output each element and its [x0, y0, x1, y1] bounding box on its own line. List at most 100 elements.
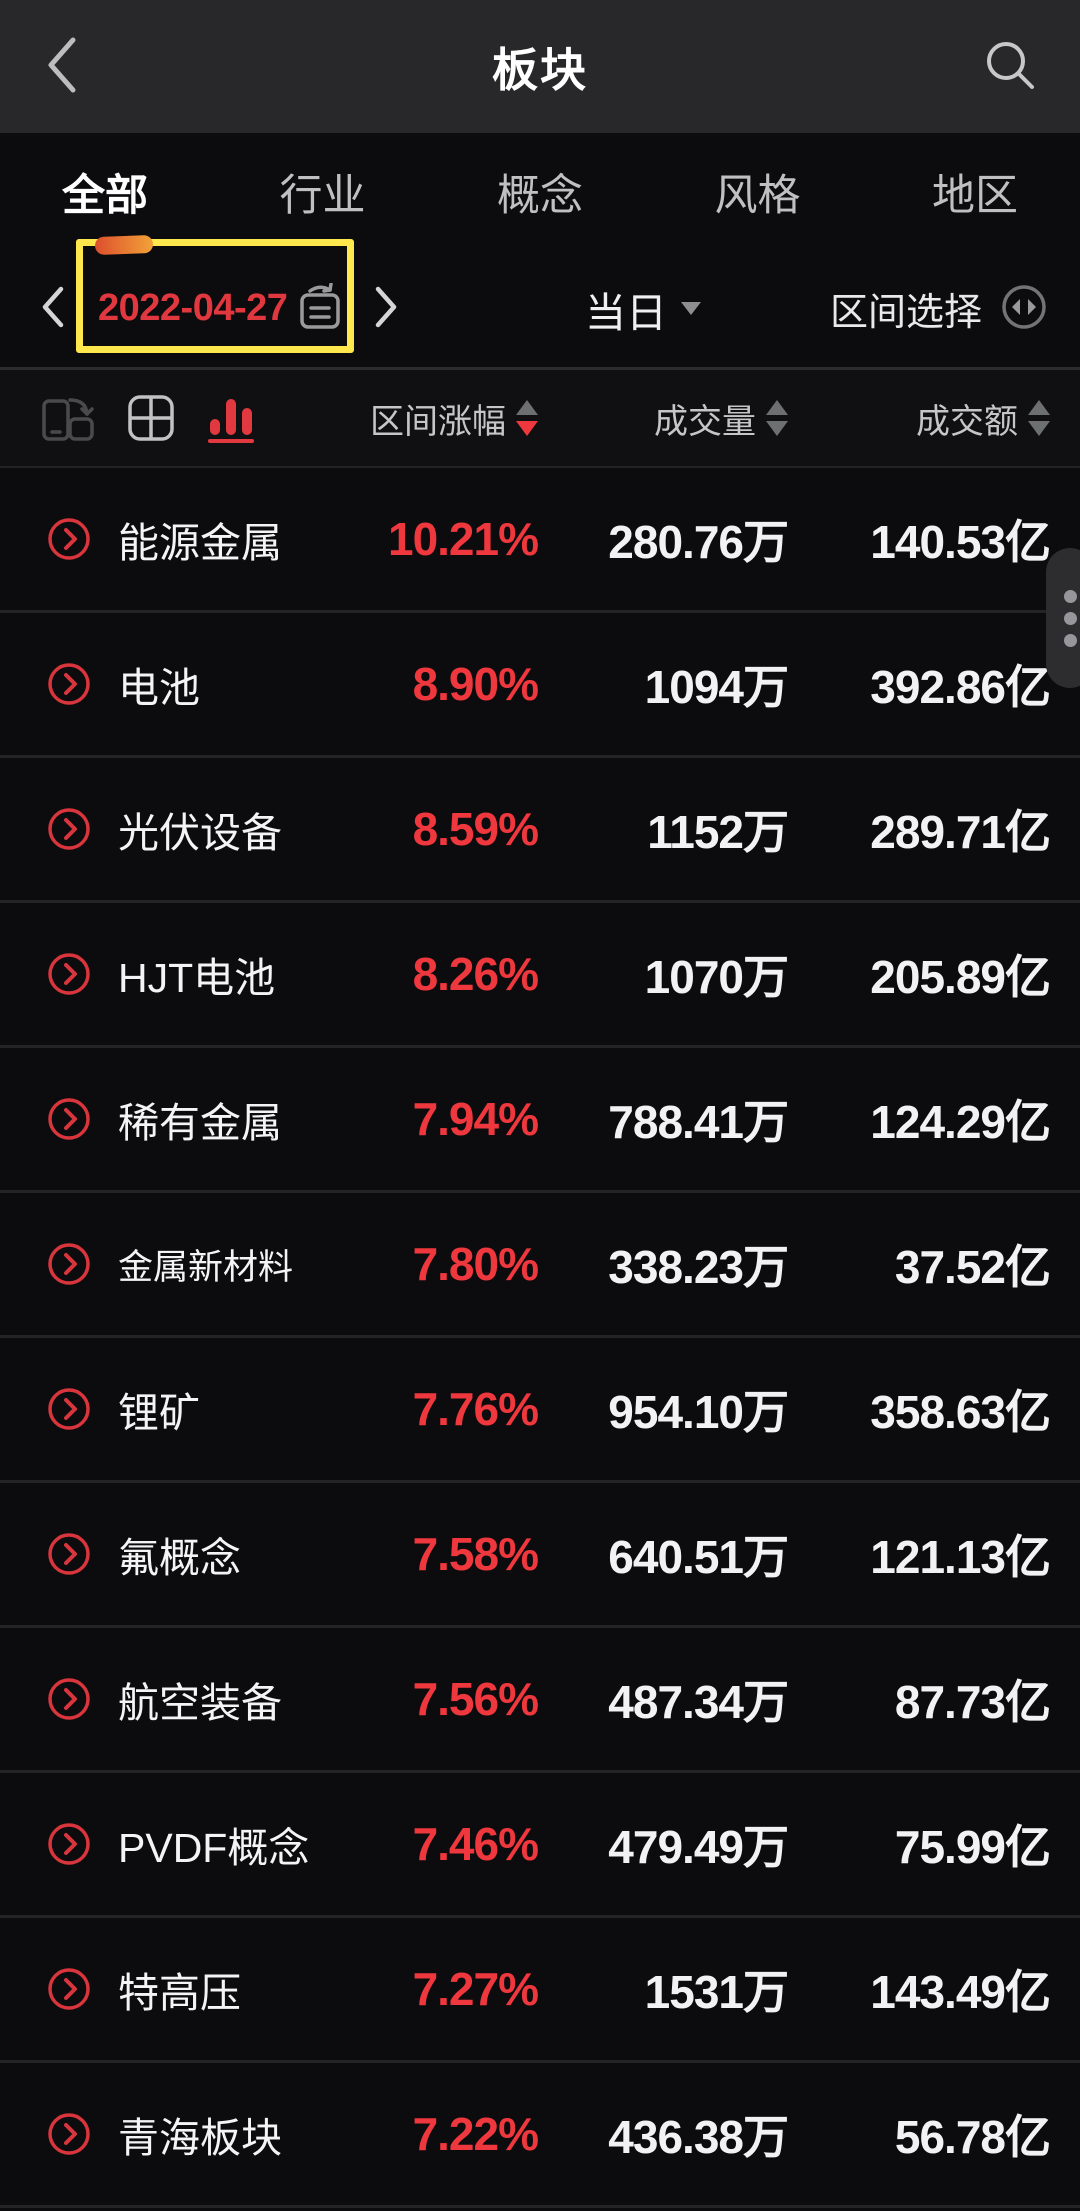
sector-turnover: 205.89亿 [870, 951, 1051, 1003]
column-header-change[interactable]: 区间涨幅 [348, 394, 538, 443]
table-row[interactable]: 稀有金属 7.94% 788.41万 124.29亿 [0, 1048, 1080, 1193]
sector-volume: 640.51万 [608, 1531, 789, 1583]
search-icon [982, 37, 1038, 96]
column-label: 区间涨幅 [370, 402, 506, 441]
sector-turnover: 392.86亿 [870, 661, 1051, 713]
sector-change: 7.46% [412, 1818, 539, 1870]
sector-name: 氟概念 [118, 1535, 241, 1581]
sector-link-icon [46, 1966, 118, 2012]
sector-turnover: 143.49亿 [870, 1966, 1051, 2018]
sector-turnover: 37.52亿 [894, 1241, 1051, 1293]
sector-change: 7.58% [412, 1528, 539, 1580]
next-date-button[interactable] [373, 285, 399, 332]
sector-turnover: 289.71亿 [870, 806, 1051, 858]
sector-name: 特高压 [118, 1970, 241, 2016]
sector-change: 7.94% [412, 1093, 539, 1145]
sector-volume: 479.49万 [608, 1821, 789, 1873]
table-row[interactable]: 氟概念 7.58% 640.51万 121.13亿 [0, 1483, 1080, 1628]
sector-name: 金属新材料 [118, 1247, 294, 1287]
grid-view-icon[interactable] [126, 393, 176, 443]
sector-link-icon [46, 1676, 118, 1722]
sector-link-icon [46, 806, 118, 852]
column-header-turnover[interactable]: 成交额 [788, 394, 1050, 443]
sort-arrows-icon [766, 400, 788, 436]
drag-handle[interactable] [1046, 548, 1080, 688]
column-header-volume[interactable]: 成交量 [538, 394, 788, 443]
sector-change: 7.76% [412, 1383, 539, 1435]
tab-all[interactable]: 全部 [62, 161, 148, 223]
tab-industry[interactable]: 行业 [280, 161, 366, 223]
sector-change: 7.80% [412, 1238, 539, 1290]
search-button[interactable] [982, 37, 1038, 96]
selected-date: 2022-04-27 [98, 287, 288, 329]
table-row[interactable]: 特高压 7.27% 1531万 143.49亿 [0, 1918, 1080, 2063]
tab-region[interactable]: 地区 [932, 161, 1018, 223]
back-button[interactable] [42, 34, 80, 99]
sector-volume: 788.41万 [608, 1096, 789, 1148]
table-row[interactable]: PVDF概念 7.46% 479.49万 75.99亿 [0, 1773, 1080, 1918]
sector-link-icon [46, 1386, 118, 1432]
page-title: 板块 [492, 43, 588, 96]
column-label: 成交额 [916, 402, 1018, 441]
dot-icon [1063, 633, 1077, 647]
chevron-left-icon [42, 34, 80, 99]
sector-change: 7.56% [412, 1673, 539, 1725]
sector-turnover: 87.73亿 [894, 1676, 1051, 1728]
prev-date-button[interactable] [40, 285, 66, 332]
range-select-button[interactable]: 区间选择 [830, 281, 1048, 336]
sector-turnover: 124.29亿 [870, 1096, 1051, 1148]
tab-concept[interactable]: 概念 [497, 161, 583, 223]
rotate-phone-icon[interactable] [40, 392, 96, 444]
sector-link-icon [46, 2111, 118, 2157]
dot-icon [1063, 611, 1077, 625]
range-select-label: 区间选择 [829, 292, 982, 334]
sector-volume: 487.34万 [608, 1676, 789, 1728]
table-row[interactable]: HJT电池 8.26% 1070万 205.89亿 [0, 903, 1080, 1048]
table-row[interactable]: 金属新材料 7.80% 338.23万 37.52亿 [0, 1193, 1080, 1338]
sector-turnover: 358.63亿 [870, 1386, 1051, 1438]
sector-turnover: 121.13亿 [870, 1531, 1051, 1583]
sector-name: 青海板块 [118, 2115, 282, 2161]
table-row[interactable]: 电池 8.90% 1094万 392.86亿 [0, 613, 1080, 758]
sector-change: 8.90% [412, 658, 539, 710]
sector-turnover: 75.99亿 [894, 1821, 1051, 1873]
caret-down-icon [681, 302, 701, 315]
sector-link-icon [46, 1241, 118, 1287]
sector-change: 8.26% [412, 948, 539, 1000]
table-row[interactable]: 锂矿 7.76% 954.10万 358.63亿 [0, 1338, 1080, 1483]
table-row[interactable]: 航空装备 7.56% 487.34万 87.73亿 [0, 1628, 1080, 1773]
sector-name: PVDF概念 [118, 1825, 310, 1871]
sector-link-icon [46, 661, 118, 707]
sort-arrows-icon [516, 400, 538, 436]
sector-volume: 436.38万 [608, 2111, 789, 2163]
sector-name: HJT电池 [118, 955, 276, 1001]
sector-link-icon [46, 1531, 118, 1577]
sort-arrows-icon [1028, 400, 1050, 436]
bar-chart-icon[interactable] [206, 391, 256, 445]
sector-volume: 954.10万 [608, 1386, 789, 1438]
sector-change: 7.22% [412, 2108, 539, 2160]
sector-name: 航空装备 [118, 1680, 282, 1726]
column-label: 成交量 [654, 402, 756, 441]
sector-volume: 338.23万 [608, 1241, 789, 1293]
tabbar: 全部 行业 概念 风格 地区 [0, 133, 1080, 250]
period-label: 当日 [585, 289, 667, 336]
sector-link-icon [46, 1821, 118, 1867]
sector-volume: 1531万 [644, 1966, 789, 2018]
table-row[interactable]: 青海板块 7.22% 436.38万 56.78亿 [0, 2063, 1080, 2208]
period-dropdown[interactable]: 当日 [585, 279, 701, 339]
calendar-icon [297, 282, 343, 334]
sector-link-icon [46, 951, 118, 997]
list-header: 区间涨幅 成交量 成交额 [0, 370, 1080, 468]
sector-volume: 280.76万 [608, 516, 789, 568]
sector-name: 光伏设备 [118, 810, 282, 856]
sector-link-icon [46, 1096, 118, 1142]
table-row[interactable]: 光伏设备 8.59% 1152万 289.71亿 [0, 758, 1080, 903]
sector-volume: 1152万 [647, 806, 789, 858]
tab-style[interactable]: 风格 [715, 161, 801, 223]
date-picker[interactable]: 2022-04-27 [98, 282, 343, 334]
table-row[interactable]: 能源金属 10.21% 280.76万 140.53亿 [0, 468, 1080, 613]
sector-turnover: 56.78亿 [894, 2111, 1051, 2163]
app-bar: 板块 [0, 0, 1080, 133]
dot-icon [1063, 589, 1077, 603]
